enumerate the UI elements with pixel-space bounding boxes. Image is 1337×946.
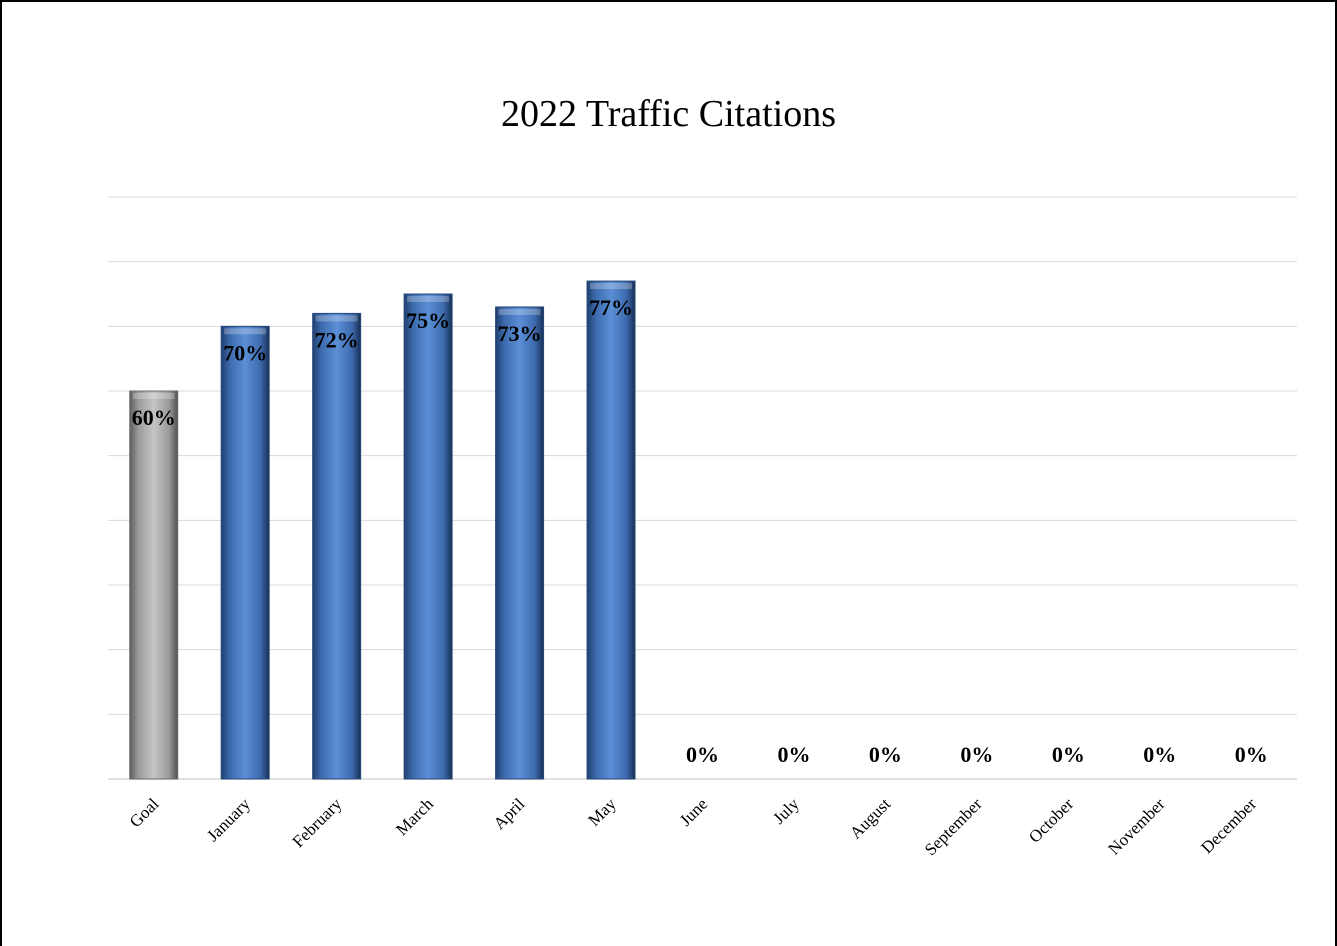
data-label-april: 73% bbox=[498, 321, 542, 346]
x-tick-label-november: November bbox=[1104, 794, 1168, 858]
bar-march bbox=[403, 293, 453, 780]
x-axis-tick-labels: Goal January February March April May June July… bbox=[126, 794, 1261, 859]
x-tick-label-october: October bbox=[1025, 794, 1077, 846]
data-label-january: 70% bbox=[223, 340, 267, 365]
x-tick-label-july: July bbox=[769, 794, 803, 828]
x-tick-label-may: May bbox=[584, 794, 620, 830]
x-tick-label-april: April bbox=[490, 794, 529, 833]
x-tick-label-january: January bbox=[203, 794, 254, 845]
data-label-february: 72% bbox=[315, 327, 359, 352]
data-label-may: 77% bbox=[589, 295, 633, 320]
gridlines bbox=[108, 196, 1297, 780]
data-label-december: 0% bbox=[1235, 742, 1268, 767]
x-tick-label-goal: Goal bbox=[126, 794, 163, 831]
bar-february bbox=[312, 312, 362, 780]
data-label-july: 0% bbox=[777, 742, 810, 767]
bars bbox=[129, 280, 636, 780]
x-tick-label-december: December bbox=[1197, 794, 1260, 857]
bar-bevel bbox=[315, 315, 358, 322]
bar-body bbox=[220, 325, 270, 780]
data-label-march: 75% bbox=[406, 308, 450, 333]
bar-body bbox=[403, 293, 453, 780]
bar-bevel bbox=[132, 393, 175, 399]
data-label-august: 0% bbox=[869, 742, 902, 767]
bar-body bbox=[495, 306, 545, 780]
chart-title: 2022 Traffic Citations bbox=[501, 93, 836, 135]
bar-body bbox=[312, 312, 362, 780]
bar-bevel bbox=[590, 283, 633, 290]
bar-goal bbox=[129, 390, 179, 780]
bar-body bbox=[586, 280, 636, 780]
x-tick-label-february: February bbox=[289, 794, 346, 851]
x-tick-label-august: August bbox=[846, 794, 894, 842]
bar-body bbox=[129, 390, 179, 780]
x-tick-label-march: March bbox=[392, 794, 437, 839]
x-tick-label-september: September bbox=[921, 794, 986, 859]
data-label-goal: 60% bbox=[132, 405, 176, 430]
bar-may bbox=[586, 280, 636, 780]
bar-bevel bbox=[224, 328, 267, 335]
bar-april bbox=[495, 306, 545, 780]
data-label-october: 0% bbox=[1052, 742, 1085, 767]
bar-bevel bbox=[407, 296, 450, 302]
data-labels: 60% 70% 72% 75% 73% 77% 0% 0% 0% 0% 0% 0% 0% bbox=[132, 295, 1268, 767]
data-label-november: 0% bbox=[1143, 742, 1176, 767]
bar-january bbox=[220, 325, 270, 780]
bar-bevel bbox=[498, 308, 541, 315]
x-tick-label-june: June bbox=[676, 794, 711, 829]
data-label-june: 0% bbox=[686, 742, 719, 767]
data-label-september: 0% bbox=[960, 742, 993, 767]
